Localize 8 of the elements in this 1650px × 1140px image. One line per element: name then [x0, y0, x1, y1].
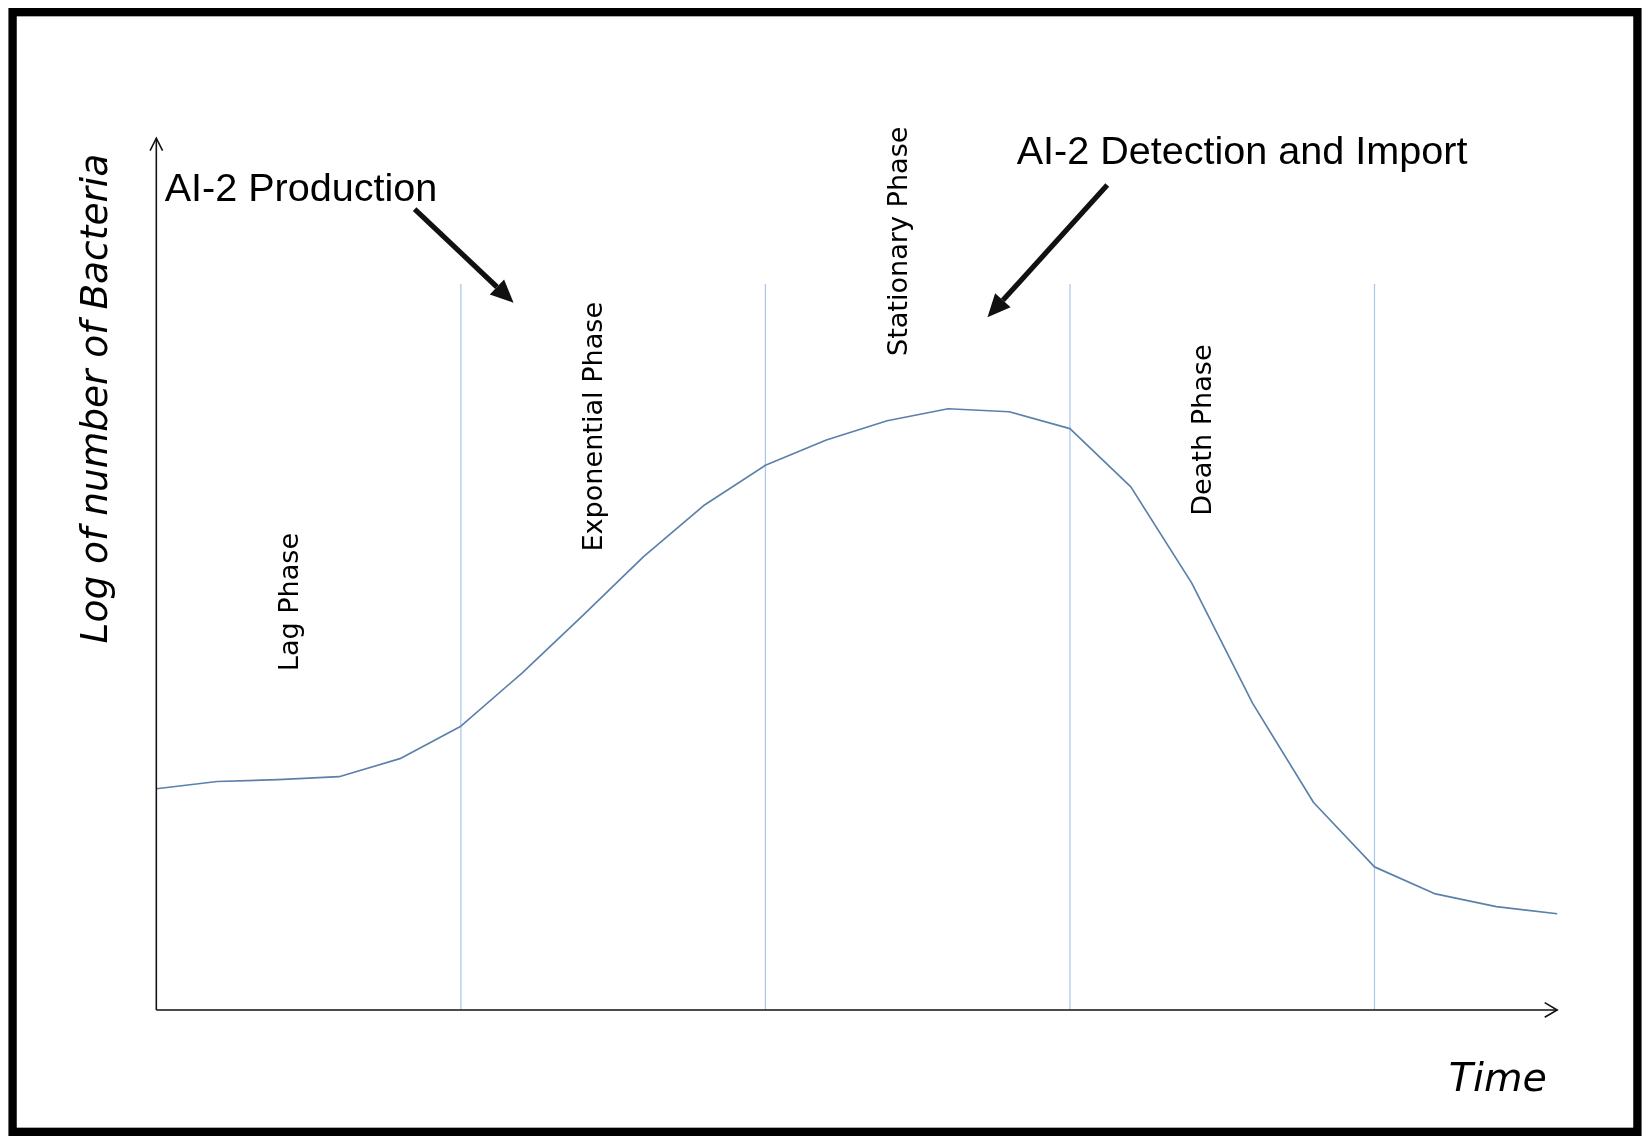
annotation: Exponential Phase	[577, 301, 609, 552]
y-axis-title: Log of number of Bacteria	[72, 153, 117, 644]
annotation: Lag Phase	[272, 532, 304, 672]
text: AI-2 Detection and Import	[1016, 128, 1468, 173]
text: Stationary Phase	[881, 126, 913, 357]
x-axis-title: Time	[1448, 1054, 1547, 1101]
annotation: Death Phase	[1186, 344, 1218, 516]
text: AI-2 Production	[164, 164, 438, 209]
